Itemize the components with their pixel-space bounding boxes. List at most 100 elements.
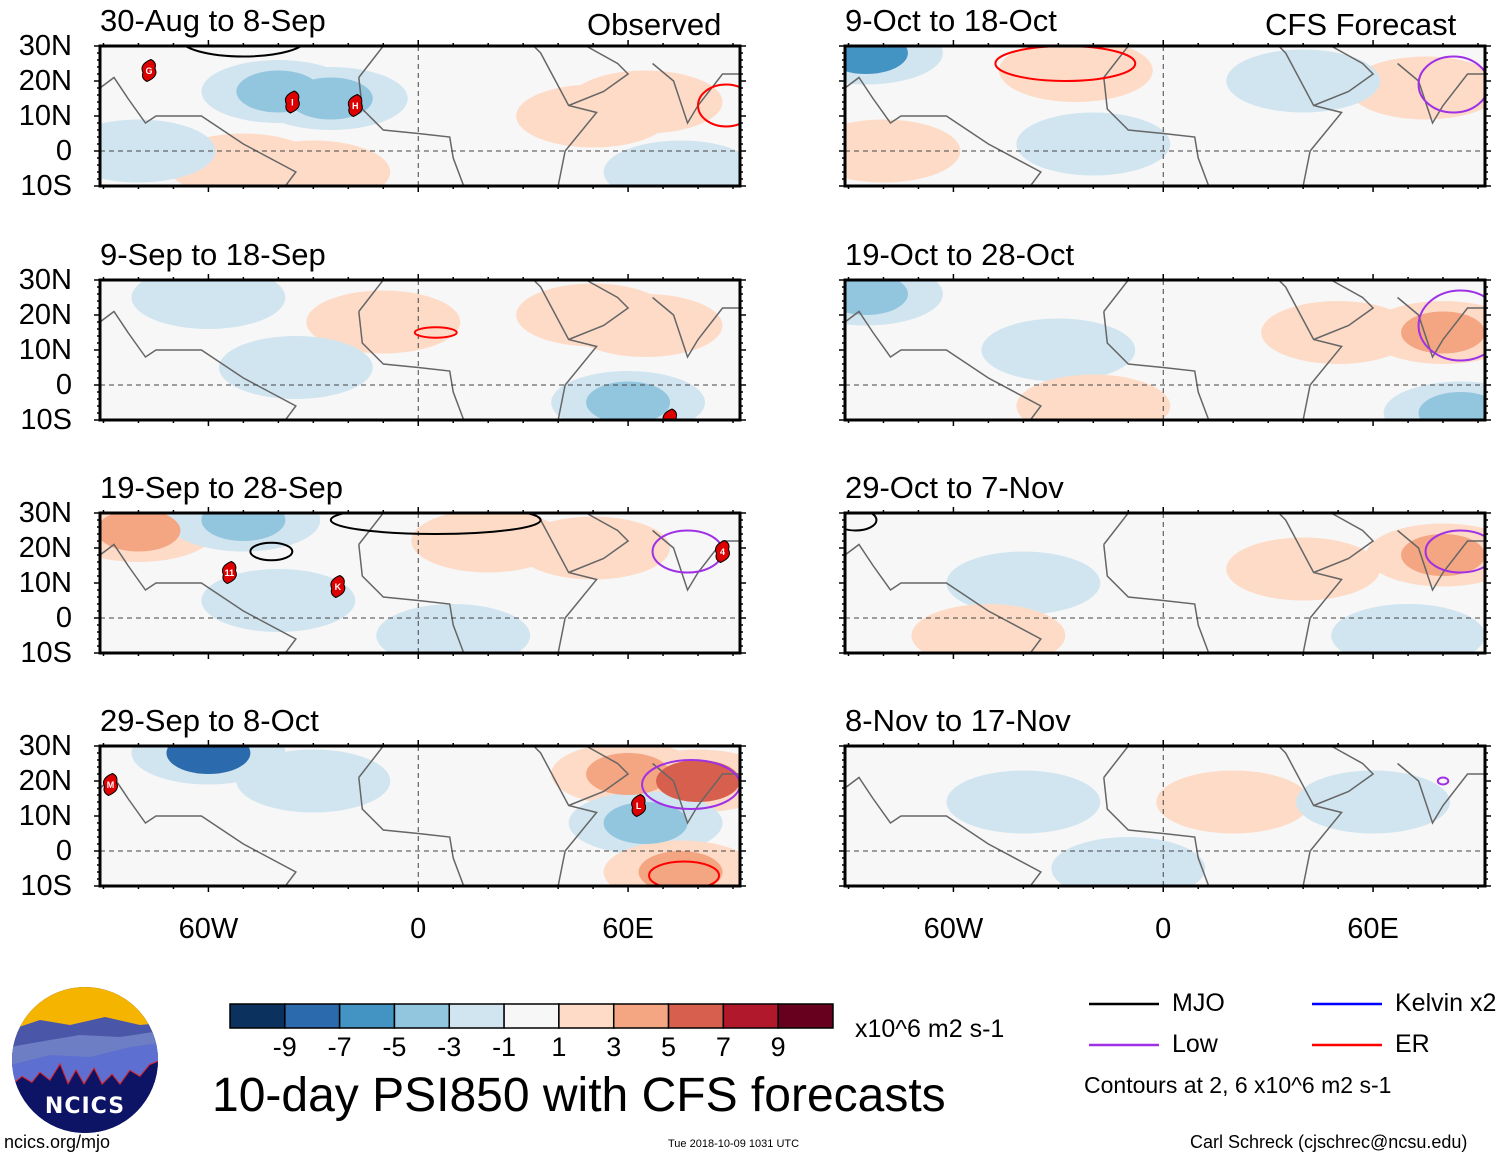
colorbar-swatch — [558, 1003, 615, 1029]
coastline — [1103, 777, 1210, 886]
map-panel-5 — [839, 40, 1491, 192]
coastline — [568, 46, 630, 107]
anomaly-region — [1331, 604, 1485, 653]
anomaly-core — [446, 520, 531, 562]
x-tick-label: 0 — [1155, 913, 1172, 945]
coastline — [568, 513, 630, 574]
colorbar-swatch — [667, 1003, 725, 1029]
tropical-cyclone-icon: L — [631, 793, 647, 818]
contour-mjo — [183, 46, 303, 58]
colorbar-swatch — [229, 1003, 286, 1029]
x-tick-label: 60E — [602, 913, 654, 945]
anomaly-region — [201, 569, 356, 632]
coastline — [1103, 311, 1210, 420]
map-panel-1: G I H — [94, 40, 746, 192]
colorbar-label: 1 — [551, 1032, 567, 1062]
map-panel-4: ML — [94, 740, 746, 892]
panel-title: 19-Sep to 28-Sep — [100, 470, 344, 505]
coastline — [845, 776, 1042, 886]
colorbar-swatch — [338, 1003, 396, 1029]
x-tick-label: 60W — [178, 913, 239, 945]
tropical-cyclone-icon — [662, 408, 678, 420]
y-tick-label: 10S — [20, 170, 72, 202]
anomaly-region — [603, 140, 740, 186]
y-tick-label: 20N — [18, 299, 72, 331]
footer-author: Carl Schreck (cjschrec@ncsu.edu) — [1190, 1132, 1468, 1152]
y-tick-label: 0 — [55, 602, 72, 634]
anomaly-core — [603, 304, 688, 347]
panel-title: 9-Oct to 18-Oct — [845, 3, 1057, 38]
svg-text:K: K — [335, 582, 342, 592]
colorbar-swatch — [722, 1003, 779, 1029]
y-tick-label: 10S — [20, 637, 72, 669]
colorbar-label: -7 — [327, 1032, 352, 1062]
cfs-forecast-header: CFS Forecast — [1265, 7, 1457, 42]
anomaly-region — [376, 604, 531, 653]
map-panel-8 — [839, 740, 1491, 892]
x-tick-label: 60W — [923, 913, 984, 945]
anomaly-region — [218, 336, 373, 399]
contour-low — [1436, 776, 1450, 786]
coastline — [1313, 513, 1375, 574]
footer-timestamp: Tue 2018-10-09 1031 UTC — [668, 1138, 800, 1150]
anomaly-region — [306, 290, 461, 354]
coastline — [652, 62, 740, 125]
x-tick-label: 60E — [1347, 913, 1399, 945]
coastline — [1103, 46, 1343, 186]
coastline — [358, 777, 465, 886]
map-panel-3: 11 K 4 — [94, 507, 746, 659]
y-tick-label: 10N — [18, 100, 72, 132]
contour-er — [697, 83, 740, 128]
coastline — [1397, 296, 1485, 359]
anomaly-region — [1051, 837, 1206, 886]
observed-header: Observed — [587, 7, 722, 42]
anomaly-region — [1156, 770, 1311, 834]
coastline — [358, 46, 598, 186]
colorbar-swatch — [448, 1003, 505, 1029]
legend-label: Low — [1172, 1030, 1218, 1058]
ncics-logo: NCICS — [12, 987, 158, 1133]
tropical-cyclone-icon: G — [141, 58, 157, 83]
footer-url[interactable]: ncics.org/mjo — [4, 1132, 111, 1152]
coastline — [1103, 77, 1210, 186]
contour-low — [641, 759, 740, 810]
panel-title: 29-Sep to 8-Oct — [100, 703, 319, 738]
legend-label: ER — [1395, 1030, 1430, 1058]
y-tick-label: 10S — [20, 870, 72, 902]
anomaly-region — [1296, 770, 1451, 834]
map-panel-6 — [839, 274, 1491, 426]
coastline — [100, 776, 297, 886]
coastline — [1103, 280, 1343, 420]
y-tick-label: 30N — [18, 264, 72, 296]
anomaly-core — [1401, 311, 1485, 354]
coastline — [100, 310, 297, 420]
anomaly-region — [946, 551, 1101, 615]
anomaly-core — [638, 851, 723, 886]
anomaly-region — [1226, 537, 1381, 601]
contour-low — [1424, 529, 1485, 574]
svg-text:I: I — [291, 98, 294, 108]
anomaly-core — [603, 81, 688, 123]
y-tick-label: 20N — [18, 765, 72, 797]
tropical-cyclone-icon: M — [102, 772, 118, 797]
colorbar-label: 9 — [770, 1032, 786, 1062]
contour-low — [1417, 55, 1485, 114]
anomaly-core — [845, 280, 908, 315]
colorbar-swatch — [284, 1003, 341, 1029]
anomaly-region — [236, 749, 391, 813]
y-tick-label: 30N — [18, 30, 72, 62]
y-tick-label: 0 — [55, 369, 72, 401]
contour-er — [648, 860, 721, 886]
colorbar-swatch — [612, 1003, 670, 1029]
figure-title: 10-day PSI850 with CFS forecasts — [212, 1069, 946, 1122]
anomaly-core — [586, 381, 671, 420]
contour-er — [413, 326, 458, 339]
coastline — [1397, 529, 1485, 592]
contour-mjo — [249, 541, 294, 562]
coastline — [1313, 46, 1375, 107]
coastline — [358, 746, 598, 886]
legend-label: MJO — [1172, 989, 1225, 1017]
coastline — [358, 280, 598, 420]
contour-mjo — [845, 513, 878, 532]
